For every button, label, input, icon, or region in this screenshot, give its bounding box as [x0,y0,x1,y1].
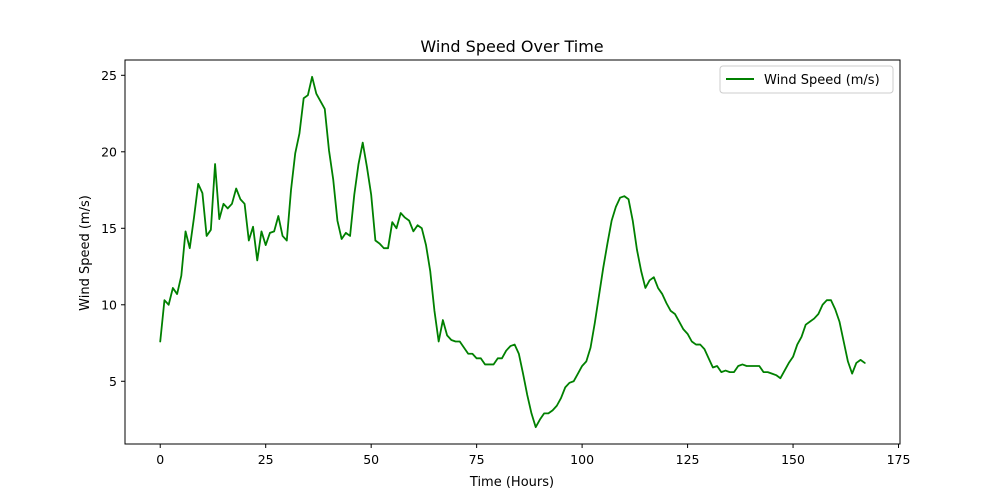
plot-area [124,59,901,445]
y-tick-label: 25 [101,68,117,83]
y-axis-label: Wind Speed (m/s) [78,195,93,311]
legend-box [719,65,894,94]
x-tick-label: 25 [258,452,274,467]
x-axis-label: Time (Hours) [469,475,554,490]
x-tick-label: 175 [887,452,911,467]
y-tick-label: 5 [109,374,117,389]
y-tick-label: 10 [101,297,117,312]
x-tick-label: 75 [469,452,485,467]
legend-entry-label: Wind Speed (m/s) [764,73,880,88]
chart-title: Wind Speed Over Time [420,37,603,56]
plot-frame [124,59,901,445]
x-tick-label: 150 [781,452,805,467]
legend: Wind Speed (m/s) [719,65,894,94]
y-tick-label: 15 [101,221,117,236]
x-axis: 0 25 50 75 100 125 150 175 [156,444,910,467]
y-tick-label: 20 [101,144,117,159]
x-tick-label: 125 [676,452,700,467]
y-axis: 5 10 15 20 25 [101,68,125,389]
wind-speed-series-line [159,75,866,429]
x-tick-label: 50 [363,452,379,467]
x-tick-label: 0 [156,452,164,467]
x-tick-label: 100 [570,452,594,467]
